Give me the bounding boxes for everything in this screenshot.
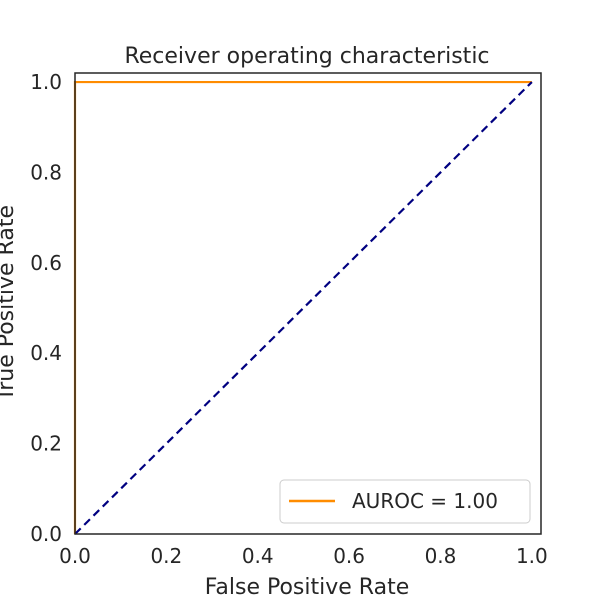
x-tick-label: 1.0 xyxy=(516,544,548,568)
y-tick-label: 1.0 xyxy=(30,70,62,94)
x-tick-label: 0.8 xyxy=(425,544,457,568)
plot-area xyxy=(73,80,533,535)
x-tick-label: 0.0 xyxy=(59,544,91,568)
chart-title: Receiver operating characteristic xyxy=(124,44,489,69)
chance-diagonal-line xyxy=(74,81,533,535)
legend: AUROC = 1.00 xyxy=(279,479,531,524)
y-tick-label: 0.4 xyxy=(30,341,62,365)
y-tick-label: 0.6 xyxy=(30,251,62,275)
y-axis: 0.0 0.2 0.4 0.6 0.8 1.0 xyxy=(30,70,62,546)
y-axis-label: True Positive Rate xyxy=(0,205,19,402)
x-tick-label: 0.2 xyxy=(150,544,182,568)
x-tick-label: 0.6 xyxy=(333,544,365,568)
legend-label-auroc: AUROC = 1.00 xyxy=(352,489,498,513)
x-axis-label: False Positive Rate xyxy=(205,575,409,600)
x-tick-label: 0.4 xyxy=(242,544,274,568)
legend-box xyxy=(279,479,531,524)
y-tick-label: 0.0 xyxy=(30,522,62,546)
plot-frame xyxy=(74,72,542,535)
y-tick-label: 0.8 xyxy=(30,160,62,184)
x-axis: 0.0 0.2 0.4 0.6 0.8 1.0 xyxy=(59,544,548,568)
y-tick-label: 0.2 xyxy=(30,432,62,456)
